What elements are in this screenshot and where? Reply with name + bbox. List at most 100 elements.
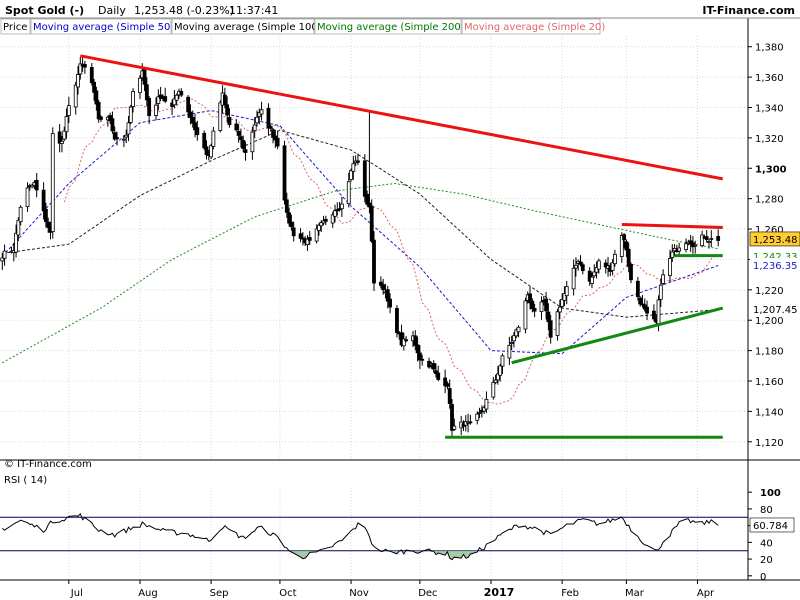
candle-body: [321, 220, 326, 224]
candle-body: [236, 130, 241, 136]
axes: 1,1201,1401,1601,1801,2001,2201,2401,260…: [0, 17, 800, 599]
candle-body: [314, 228, 319, 242]
candle-body: [369, 205, 374, 242]
candle-body: [645, 306, 649, 314]
candle-body: [41, 189, 46, 212]
y-tick-label: 1,220: [755, 286, 784, 297]
candle-body: [468, 421, 473, 424]
candle-body: [613, 253, 617, 265]
candle-body: [222, 94, 227, 105]
rsi-y-tick-label: 0: [760, 572, 766, 583]
candle-body: [707, 241, 711, 243]
candle-body: [46, 221, 51, 228]
x-tick-label: Sep: [210, 588, 229, 599]
resistance-trendline: [80, 54, 724, 181]
rsi-oversold-area: [289, 550, 317, 559]
candle-body: [372, 239, 376, 284]
candle-body: [259, 109, 264, 115]
legend-entry: Moving average (Simple 20): [464, 22, 605, 33]
candle-body: [284, 199, 289, 213]
candle-body: [193, 122, 197, 131]
candle-body: [66, 105, 71, 116]
y-tick-label: 1,360: [755, 73, 784, 84]
rsi-y-tick-label: 40: [760, 538, 773, 549]
candle-body: [144, 84, 149, 101]
candle-body: [234, 123, 239, 131]
candle-body: [640, 303, 645, 306]
candle-body: [34, 180, 39, 191]
instrument-symbol: Spot Gold (-): [5, 4, 84, 17]
trendlines: [80, 54, 724, 439]
x-tick-label: Mar: [625, 588, 645, 599]
watermark: © IT-Finance.com: [4, 459, 92, 470]
candle-body: [709, 238, 714, 240]
candle-body: [512, 335, 516, 342]
candle-body: [188, 111, 193, 118]
price-level-badge: [750, 301, 800, 316]
candle-body: [16, 219, 21, 236]
y-tick-label: 1,260: [755, 225, 784, 236]
candle-body: [413, 335, 418, 346]
candle-body: [622, 234, 626, 241]
legend-box: [461, 18, 601, 35]
candle-body: [668, 258, 672, 276]
rsi-y-tick-label: 100: [760, 488, 781, 499]
candle-body: [305, 238, 310, 246]
candle-body: [578, 261, 583, 265]
candle-body: [367, 202, 372, 208]
candle-body: [548, 320, 553, 338]
candle-body: [282, 145, 287, 201]
candle-body: [346, 181, 351, 205]
y-tick-label: 1,340: [755, 103, 784, 114]
candle-body: [124, 134, 129, 138]
candle-body: [603, 262, 608, 268]
legend-entry: Price: [3, 22, 27, 33]
candle-body: [0, 257, 5, 262]
candle-body: [693, 244, 698, 247]
candle-body: [64, 116, 69, 133]
candle-body: [661, 274, 666, 284]
candle-body: [43, 208, 48, 222]
candle-body: [388, 298, 392, 308]
candle-body: [452, 425, 457, 430]
grid: [0, 36, 748, 580]
ma200-line: [2, 182, 719, 364]
ma100-line: [2, 129, 719, 318]
x-tick-label: Feb: [561, 588, 579, 599]
candle-body: [395, 307, 399, 333]
candle-body: [337, 208, 342, 211]
candlesticks: [0, 56, 721, 439]
candle-body: [190, 116, 195, 124]
candle-body: [560, 299, 565, 307]
candle-body: [227, 116, 232, 125]
candle-body: [2, 250, 7, 259]
x-tick-label: Apr: [697, 588, 715, 599]
candle-body: [218, 102, 223, 131]
candle-body: [349, 170, 353, 180]
candle-body: [122, 138, 126, 141]
candle-body: [18, 206, 23, 223]
candle-body: [670, 251, 675, 258]
rsi-value-badge: [749, 517, 795, 533]
candle-body: [562, 293, 567, 301]
candle-body: [445, 383, 450, 387]
candle-body: [252, 124, 257, 132]
candle-body: [587, 270, 592, 282]
candle-body: [574, 264, 578, 269]
rsi-title: RSI ( 14): [4, 475, 47, 486]
candle-body: [50, 133, 55, 232]
candle-body: [385, 289, 390, 302]
last-price-change: 1,253.48 (-0.23%): [134, 4, 234, 17]
candle-body: [450, 404, 454, 431]
candle-body: [158, 94, 163, 99]
candle-body: [163, 96, 168, 102]
candle-body: [225, 104, 230, 116]
period-label: Daily: [98, 4, 126, 17]
candle-body: [243, 149, 248, 153]
candle-body: [351, 163, 356, 172]
candle-body: [656, 299, 661, 325]
candle-body: [635, 280, 640, 298]
candle-body: [202, 132, 207, 149]
candle-body: [539, 301, 544, 313]
candle-body: [62, 130, 67, 140]
